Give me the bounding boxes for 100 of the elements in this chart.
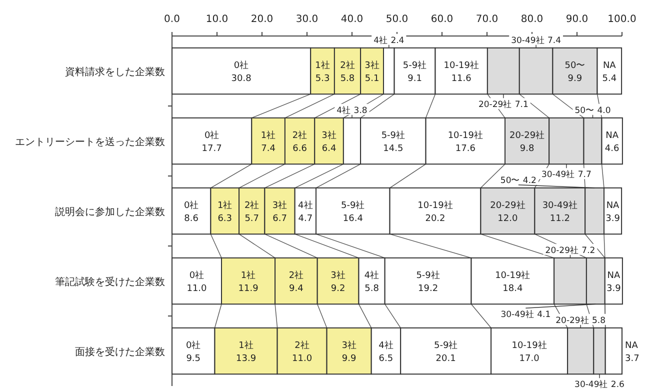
data-label: 6.5 xyxy=(378,354,394,364)
series-label: 10-19社 xyxy=(444,60,479,71)
x-tick-label: 90.0 xyxy=(566,14,588,25)
data-label: 12.0 xyxy=(498,214,518,224)
text: 3社 xyxy=(330,271,346,281)
series-label: 4社 xyxy=(298,200,313,211)
data-label: 6.4 xyxy=(322,144,336,154)
data-label: 8.6 xyxy=(184,214,199,224)
text: 2社 xyxy=(292,131,308,141)
data-label: 5.1 xyxy=(364,74,380,84)
data-label: 30.8 xyxy=(231,74,252,84)
x-tick-label: 100.0 xyxy=(608,14,636,25)
text: 0社 xyxy=(189,271,204,281)
text: 2社 xyxy=(340,61,355,71)
text: 4社 xyxy=(364,271,380,281)
text: 3社 xyxy=(322,131,336,141)
series-label: 1社 xyxy=(315,60,330,71)
series-label: 0社 xyxy=(184,200,199,211)
data-label: 9.9 xyxy=(342,354,356,364)
x-tick-label: 30.0 xyxy=(296,14,318,25)
text: 30-49社 2.6 xyxy=(574,380,624,389)
text: 10-19社 xyxy=(495,271,530,281)
data-label: 6.3 xyxy=(218,214,232,224)
text: NA xyxy=(607,271,620,281)
data-label: 9.5 xyxy=(186,354,201,364)
x-tick-label: 60.0 xyxy=(430,14,454,25)
text: 0社 xyxy=(234,61,249,71)
text: 2社 xyxy=(288,271,304,281)
text: 10-19社 xyxy=(418,201,453,211)
text: 50〜 4.0 xyxy=(574,106,611,116)
series-label: 30-49社 xyxy=(542,200,578,211)
data-label: 7.4 xyxy=(261,144,276,154)
data-label: 9.4 xyxy=(289,284,304,294)
text: 4社 2.4 xyxy=(374,36,404,46)
text: 1社 xyxy=(218,201,232,211)
text: 30-49社 7.4 xyxy=(511,36,562,46)
text: 50〜 4.2 xyxy=(500,176,536,186)
series-label: NA xyxy=(606,201,620,211)
y-tick-label: 筆記試験を受けた企業数 xyxy=(55,276,165,288)
text: 4社 3.8 xyxy=(336,106,368,116)
text: 20-29社 xyxy=(490,201,526,211)
data-label: 6.7 xyxy=(272,214,287,224)
data-label: 16.4 xyxy=(342,214,364,224)
data-label: 9.1 xyxy=(408,74,422,84)
text: 20-29社 7.1 xyxy=(478,100,528,110)
text: 5-9社 xyxy=(434,341,458,351)
y-tick-label: 説明会に参加した企業数 xyxy=(55,206,165,218)
x-tick-label: 80.0 xyxy=(520,14,544,25)
text: 0社 xyxy=(204,131,220,141)
series-label: 50〜 xyxy=(564,61,586,71)
x-tick-label: 50.0 xyxy=(386,14,408,25)
data-label: 9.2 xyxy=(330,284,346,294)
data-label: 9.9 xyxy=(568,74,582,84)
x-tick-label: 40.0 xyxy=(340,14,364,25)
text: 10-19社 xyxy=(512,341,547,351)
data-label: 5.8 xyxy=(340,74,355,84)
data-label: 11.9 xyxy=(238,284,259,294)
x-tick-label: 70.0 xyxy=(476,14,498,25)
data-label: 14.5 xyxy=(383,144,404,154)
text: 2社 xyxy=(294,341,310,351)
data-label: 20.1 xyxy=(436,354,456,364)
text: 20-29社 7.2 xyxy=(545,246,596,256)
series-label: 2社 xyxy=(244,200,260,211)
text: 3社 xyxy=(342,341,356,351)
data-label: 11.6 xyxy=(451,74,472,84)
text: NA xyxy=(606,131,619,141)
text: 4社 xyxy=(378,341,394,351)
x-tick-label: 20.0 xyxy=(250,14,274,25)
series-label: 5-9社 xyxy=(402,60,427,71)
text: 1社 xyxy=(260,131,276,141)
y-tick-label: エントリーシートを送った企業数 xyxy=(15,136,165,148)
text: 5-9社 xyxy=(416,271,440,281)
data-label: 20.2 xyxy=(425,214,446,224)
data-label: 11.0 xyxy=(292,354,312,364)
data-label: 13.9 xyxy=(236,354,256,364)
data-label: 3.9 xyxy=(606,284,622,294)
data-label: 19.2 xyxy=(418,284,438,294)
data-label: 3.7 xyxy=(625,354,640,364)
data-label: 6.6 xyxy=(292,144,308,154)
data-label: 9.8 xyxy=(520,144,534,154)
data-label: 5.7 xyxy=(244,214,260,224)
series-label: 20-29社 xyxy=(509,130,545,141)
text: NA xyxy=(625,341,638,351)
text: NA xyxy=(602,61,616,71)
text: 30-49社 7.7 xyxy=(541,170,592,180)
data-label: 11.2 xyxy=(550,214,570,224)
data-label: 5.4 xyxy=(602,74,617,84)
data-label: 18.4 xyxy=(502,284,523,294)
text: 1社 xyxy=(238,341,254,351)
x-tick-label: 10.0 xyxy=(206,14,228,25)
text: 0社 xyxy=(186,341,201,351)
text: 1社 xyxy=(240,271,256,281)
data-label: 17.6 xyxy=(455,144,476,154)
data-label: 5.8 xyxy=(364,284,380,294)
text: 3社 xyxy=(272,201,288,211)
data-label: 4.6 xyxy=(604,144,620,154)
data-label: 5.3 xyxy=(315,74,330,84)
data-label: 11.0 xyxy=(186,284,208,294)
data-label: 17.0 xyxy=(519,354,540,364)
text: 30-49社 4.1 xyxy=(500,310,551,320)
